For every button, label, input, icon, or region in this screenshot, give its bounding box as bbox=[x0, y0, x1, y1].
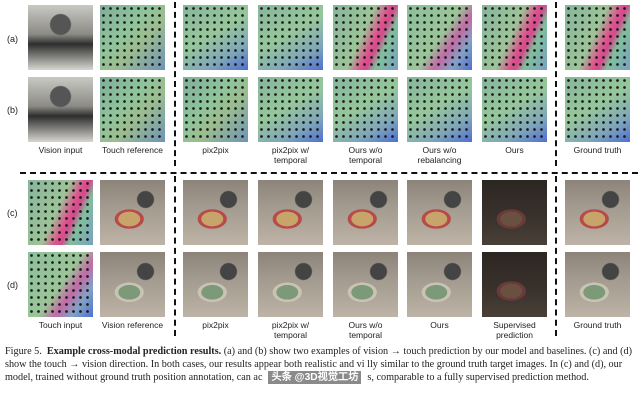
column-label: Touch input bbox=[38, 320, 83, 330]
vision-image-a-1 bbox=[28, 5, 93, 70]
column-label: Ours w/o rebalancing bbox=[417, 145, 462, 165]
tactile-image-a-6 bbox=[407, 5, 472, 70]
column-label: Vision reference bbox=[101, 320, 164, 330]
row-label-b: (b) bbox=[7, 105, 18, 115]
column-label: Vision input bbox=[38, 145, 83, 155]
tactile-image-b-6 bbox=[407, 77, 472, 142]
column-label: Ours w/o temporal bbox=[348, 320, 383, 340]
watermark: 头条 @3D视觉工坊 bbox=[268, 371, 362, 384]
divider bbox=[174, 176, 176, 336]
divider bbox=[20, 172, 638, 174]
vision-image-c-4 bbox=[258, 180, 323, 245]
caption-text: (a) and (b) show two examples of vision … bbox=[5, 346, 633, 370]
vision-image-c-3 bbox=[183, 180, 248, 245]
column-label: Ours bbox=[430, 320, 449, 330]
vision-image-d-4 bbox=[258, 252, 323, 317]
caption-title: Example cross-modal prediction results. bbox=[46, 346, 222, 357]
tactile-image-b-2 bbox=[100, 77, 165, 142]
column-label: Ground truth bbox=[573, 320, 622, 330]
figure-label: Figure 5. bbox=[5, 346, 42, 357]
tactile-image-a-7 bbox=[482, 5, 547, 70]
column-label: Ours w/o temporal bbox=[348, 145, 383, 165]
vision-image-d-7 bbox=[482, 252, 547, 317]
tactile-image-b-5 bbox=[333, 77, 398, 142]
column-label: pix2pix w/ temporal bbox=[271, 145, 310, 165]
column-label: Ours bbox=[505, 145, 524, 155]
tactile-image-a-3 bbox=[183, 5, 248, 70]
tactile-image-b-4 bbox=[258, 77, 323, 142]
column-label: pix2pix bbox=[202, 320, 229, 330]
row-label-c: (c) bbox=[7, 208, 18, 218]
vision-image-c-6 bbox=[407, 180, 472, 245]
tactile-image-a-4 bbox=[258, 5, 323, 70]
tactile-image-b-3 bbox=[183, 77, 248, 142]
caption-text: lly similar to the ground truth target i… bbox=[5, 359, 623, 383]
tactile-image-a-5 bbox=[333, 5, 398, 70]
column-label: Supervised prediction bbox=[493, 320, 536, 340]
column-label: pix2pix bbox=[202, 145, 229, 155]
figure-caption: Figure 5. Example cross-modal prediction… bbox=[5, 345, 637, 384]
tactile-image-a-2 bbox=[100, 5, 165, 70]
vision-image-d-8 bbox=[565, 252, 630, 317]
divider bbox=[555, 2, 557, 166]
vision-image-c-5 bbox=[333, 180, 398, 245]
vision-image-c-2 bbox=[100, 180, 165, 245]
vision-image-d-3 bbox=[183, 252, 248, 317]
tactile-image-b-7 bbox=[482, 77, 547, 142]
vision-image-d-5 bbox=[333, 252, 398, 317]
row-label-a: (a) bbox=[7, 34, 18, 44]
tactile-image-c-1 bbox=[28, 180, 93, 245]
vision-image-c-7 bbox=[482, 180, 547, 245]
column-label: Touch reference bbox=[102, 145, 163, 155]
divider bbox=[174, 2, 176, 166]
vision-image-b-1 bbox=[28, 77, 93, 142]
tactile-image-d-1 bbox=[28, 252, 93, 317]
column-label: pix2pix w/ temporal bbox=[271, 320, 310, 340]
vision-image-c-8 bbox=[565, 180, 630, 245]
vision-image-d-6 bbox=[407, 252, 472, 317]
vision-image-d-2 bbox=[100, 252, 165, 317]
divider bbox=[555, 176, 557, 336]
row-label-d: (d) bbox=[7, 280, 18, 290]
tactile-image-a-8 bbox=[565, 5, 630, 70]
column-label: Ground truth bbox=[573, 145, 622, 155]
caption-text: s, comparable to a fully supervised pred… bbox=[367, 372, 589, 383]
tactile-image-b-8 bbox=[565, 77, 630, 142]
